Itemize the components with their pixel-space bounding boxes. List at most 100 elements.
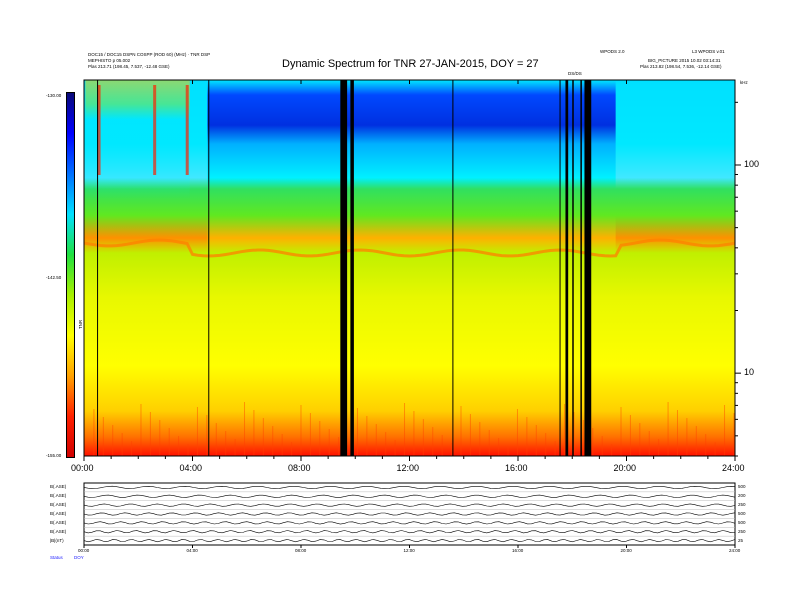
lower-row-right-label: 500 <box>738 484 746 490</box>
noise-spike <box>291 442 293 456</box>
x-tick-label: 00:00 <box>71 463 94 473</box>
colorbar <box>66 92 75 458</box>
noise-spike <box>545 433 547 456</box>
header-info-right-2: BIG_PICTURE 2015 10.02 03:14:31 <box>648 58 721 63</box>
noise-spike <box>686 418 688 456</box>
data-gap-2 <box>565 80 569 456</box>
noise-spike <box>554 441 556 456</box>
noise-spike <box>469 414 471 456</box>
lower-x-tick-label: 00:00 <box>78 548 90 553</box>
lower-x-tick-label: 24:00 <box>729 548 741 553</box>
noise-spike <box>695 426 697 456</box>
lower-row-label: B(.ASE) <box>50 511 67 516</box>
noise-spike <box>451 443 453 456</box>
noise-spike <box>140 404 142 456</box>
noise-spike <box>488 430 490 456</box>
colorbar-min-label: -155.00 <box>46 453 62 458</box>
lower-row-right-label: 250 <box>738 528 746 534</box>
spectrum-region-late <box>615 80 735 456</box>
noise-spike <box>404 403 406 456</box>
burst-streak-2 <box>185 85 189 175</box>
lower-panel-frame <box>83 482 736 546</box>
noise-spike <box>272 426 274 456</box>
header-info-left-1: DOC15 / DOC15 DSPN COSPP (ROD 60) (MHz) … <box>88 52 211 57</box>
lower-trace-3 <box>83 512 736 516</box>
lower-x-tick-label: 04:00 <box>186 548 198 553</box>
x-tick-label: 12:00 <box>396 463 420 473</box>
lower-trace-2 <box>83 503 736 507</box>
lower-row-label: B(.ASE) <box>50 502 67 508</box>
noise-spike <box>714 442 716 456</box>
noise-spike <box>328 429 330 456</box>
noise-spike <box>206 415 208 456</box>
noise-spike <box>187 444 189 456</box>
spectrum-band-line <box>83 238 736 258</box>
colorbar-max-label: -130.00 <box>46 93 62 98</box>
noise-spike <box>225 431 227 456</box>
noise-spike <box>121 433 123 456</box>
lower-trace-1 <box>83 494 736 498</box>
lower-row-right-label: 500 <box>738 511 746 516</box>
noise-spike <box>629 415 631 456</box>
x-tick-label: 16:00 <box>505 463 528 473</box>
noise-spike <box>375 424 377 456</box>
burst-streak-1 <box>153 85 157 175</box>
lower-row-label: B(.ASE) <box>50 493 67 499</box>
lower-row-label: B(.ASE) <box>50 484 67 490</box>
noise-spike <box>262 418 264 456</box>
noise-spike <box>338 437 340 456</box>
lower-row-label: B(.ASE) <box>50 519 67 525</box>
noise-spike <box>366 416 368 456</box>
y-unit-label: kHz <box>740 80 748 85</box>
noise-spike <box>149 412 151 456</box>
noise-spike <box>733 413 735 456</box>
noise-spike <box>385 432 387 456</box>
noise-spike <box>300 405 302 456</box>
lower-row-label: B(.ASE) <box>50 528 67 534</box>
noise-spike <box>93 409 95 456</box>
lower-x-tick-label: 08:00 <box>295 548 307 553</box>
noise-spike <box>281 434 283 456</box>
data-gap-5 <box>584 80 592 456</box>
noise-spike <box>244 402 246 456</box>
header-info-right-b: L3 WPODS v.01 <box>692 49 725 54</box>
noise-spike <box>639 423 641 456</box>
header-info-left-3: Plas 213.71 (198.45, 7.537, -12.48 GSE) <box>88 64 170 69</box>
x-tick-label: 20:00 <box>613 463 637 473</box>
noise-spike <box>413 411 415 456</box>
colorbar-mid-label: -142.50 <box>46 275 62 280</box>
noise-spike <box>356 408 358 456</box>
noise-spike <box>667 402 669 456</box>
lower-row-label: |B|(nT) <box>50 537 64 543</box>
noise-spike <box>705 434 707 456</box>
noise-spike <box>526 417 528 456</box>
lower-x-tick-label: 20:00 <box>620 548 632 553</box>
noise-spike <box>159 420 161 456</box>
data-gap-4 <box>580 80 582 456</box>
chart-title: Dynamic Spectrum for TNR 27-JAN-2015, DO… <box>282 58 539 70</box>
noise-spike <box>131 441 133 456</box>
header-info-right-a: WPODS 2.0 <box>600 49 625 54</box>
y-tick-label-100: 100 <box>744 158 760 169</box>
noise-spike <box>564 404 566 456</box>
noise-spike <box>573 412 575 456</box>
noise-spike <box>582 420 584 456</box>
x-tick-label: 24:00 <box>722 463 745 473</box>
noise-spike <box>234 439 236 456</box>
lower-trace-4 <box>83 521 736 525</box>
header-info-right-3: Plas 213.82 (198.54, 7.536, -12.14 GSE) <box>640 64 722 69</box>
noise-spike <box>498 438 500 456</box>
lower-trace-6 <box>83 539 736 543</box>
noise-spike <box>253 410 255 456</box>
lower-x-tick-label: 12:00 <box>403 548 415 553</box>
flag-label: DS/DS <box>568 71 582 76</box>
noise-spike <box>592 428 594 456</box>
spectrum-activity-early <box>85 80 190 200</box>
noise-spike <box>676 410 678 456</box>
noise-spike <box>535 425 537 456</box>
noise-spike <box>611 444 613 456</box>
noise-spike <box>460 406 462 456</box>
lower-row-right-label: 200 <box>738 493 746 499</box>
noise-spike <box>112 425 114 456</box>
y-tick-label-10: 10 <box>744 367 755 378</box>
